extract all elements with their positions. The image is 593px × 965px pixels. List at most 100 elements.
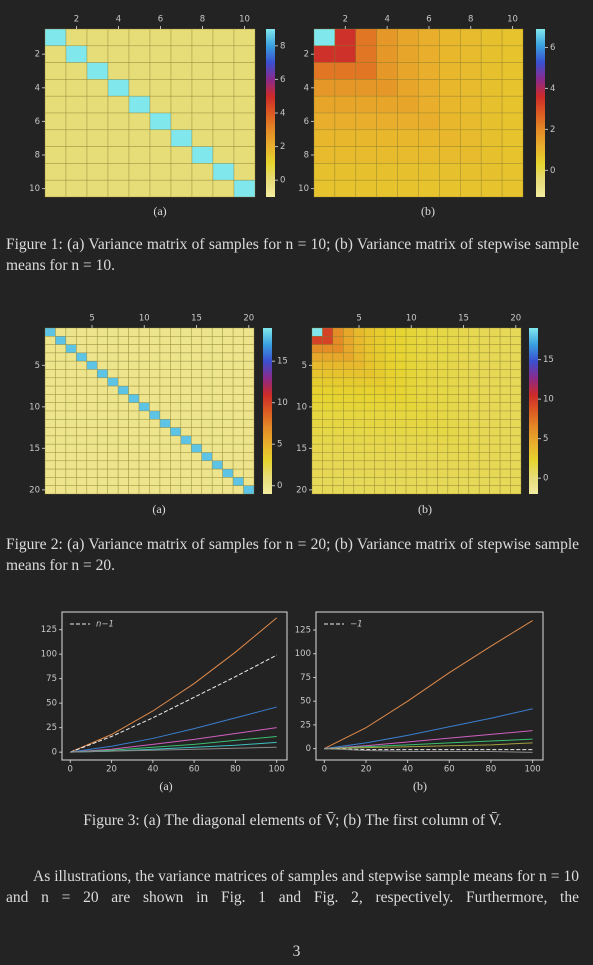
heatmap-cell <box>439 129 461 147</box>
heatmap-cell <box>191 62 214 80</box>
heatmap-cell <box>355 146 377 164</box>
heatmap-cell <box>384 344 396 354</box>
heatmap-cell <box>426 443 438 453</box>
heatmap-cell <box>332 352 344 362</box>
heatmap-cell <box>499 427 511 437</box>
heatmap-cell <box>107 410 119 420</box>
heatmap-cell <box>332 452 344 462</box>
heatmap-cell <box>233 129 256 147</box>
heatmap-cell <box>355 179 377 198</box>
y-tick-label: 10 <box>296 402 307 412</box>
heatmap-cell <box>395 402 407 412</box>
heatmap-cell <box>55 452 67 462</box>
heatmap-cell <box>211 468 223 478</box>
heatmap-cell <box>76 418 88 428</box>
heatmap-cell <box>343 394 355 403</box>
colorbar-tick-label: 4 <box>280 109 285 119</box>
heatmap-cell <box>459 45 482 63</box>
colorbar-tick-label: 2 <box>280 142 285 152</box>
heatmap-cell <box>395 335 407 345</box>
heatmap-cell <box>138 377 150 387</box>
heatmap-cell <box>426 360 438 370</box>
heatmap-cell <box>243 410 255 420</box>
heatmap-cell <box>86 129 109 147</box>
heatmap-cell <box>457 385 470 395</box>
y-tick-label: 6 <box>304 117 309 127</box>
heatmap-cell <box>65 129 88 147</box>
heatmap-cell <box>191 335 203 345</box>
heatmap-cell <box>76 352 88 362</box>
heatmap-cell <box>211 344 223 354</box>
heatmap-cell <box>313 129 336 147</box>
figure-caption: Figure 3: (a) The diagonal elements of V… <box>83 812 502 829</box>
y-tick-label: 10 <box>29 184 40 194</box>
series-line <box>324 748 533 753</box>
heatmap-cell <box>138 394 150 403</box>
heatmap-cell <box>376 112 398 131</box>
heatmap-cell <box>191 28 214 47</box>
heatmap-cell <box>170 129 193 147</box>
heatmap-cell <box>426 460 438 470</box>
figure-caption: Figure 2: (a) Variance matrix of samples… <box>6 536 579 574</box>
heatmap-cell <box>397 179 419 198</box>
heatmap-cell <box>149 112 172 131</box>
y-tick-label: 50 <box>300 697 311 707</box>
heatmap-cell <box>332 485 344 495</box>
heatmap-cell <box>313 163 336 181</box>
heatmap-cell <box>468 460 480 470</box>
heatmap-cell <box>211 352 223 362</box>
heatmap-cell <box>65 62 88 80</box>
heatmap-cell <box>439 28 461 47</box>
heatmap-cell <box>384 369 396 379</box>
heatmap-cell <box>426 327 438 337</box>
heatmap-cell <box>201 485 213 495</box>
heatmap-cell <box>222 427 234 437</box>
heatmap-cell <box>65 460 77 470</box>
heatmap-cell <box>459 146 482 164</box>
heatmap-cell <box>222 385 234 395</box>
heatmap-cell <box>353 352 365 362</box>
heatmap-cell <box>44 418 56 428</box>
heatmap-cell <box>222 327 234 337</box>
heatmap-cell <box>180 427 192 437</box>
x-tick-label: 0 <box>68 765 73 775</box>
heatmap-cell <box>170 435 182 445</box>
heatmap-cell <box>478 352 490 362</box>
heatmap-cell <box>65 360 77 370</box>
heatmap-cell <box>447 452 459 462</box>
heatmap-cell <box>311 468 323 478</box>
heatmap-cell <box>86 452 98 462</box>
y-tick-label: 2 <box>35 50 40 60</box>
heatmap-cell <box>191 352 203 362</box>
heatmap-cell <box>395 360 407 370</box>
heatmap-cell <box>159 344 171 354</box>
heatmap-cell <box>480 163 503 181</box>
heatmap-cell <box>232 468 244 478</box>
heatmap-cell <box>243 360 255 370</box>
heatmap-cell <box>128 129 151 147</box>
heatmap-cell <box>510 460 522 470</box>
panel-label: (b) <box>413 779 427 793</box>
heatmap-cell <box>65 344 77 354</box>
heatmap-cell <box>480 79 503 97</box>
heatmap-cell <box>128 394 140 403</box>
heatmap-cell <box>222 452 234 462</box>
heatmap-cell <box>149 435 161 445</box>
heatmap-cell <box>405 477 417 486</box>
heatmap-cell <box>384 443 396 453</box>
heatmap-cell <box>96 352 108 362</box>
heatmap-cell <box>468 435 480 445</box>
heatmap-cell <box>128 45 151 63</box>
heatmap-cell <box>44 385 56 395</box>
heatmap-cell <box>222 402 234 412</box>
y-tick-label: 10 <box>298 184 309 194</box>
heatmap-cell <box>149 146 172 164</box>
heatmap-cell <box>232 327 244 337</box>
heatmap-cell <box>384 435 396 445</box>
heatmap-cell <box>180 377 192 387</box>
heatmap-cell <box>65 179 88 198</box>
heatmap-cell <box>149 377 161 387</box>
heatmap-cell <box>353 410 365 420</box>
heatmap-cell <box>128 402 140 412</box>
colorbar-tick-label: 5 <box>277 440 282 450</box>
